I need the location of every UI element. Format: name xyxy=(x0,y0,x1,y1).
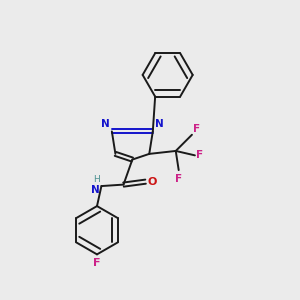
Text: N: N xyxy=(155,119,164,129)
Text: F: F xyxy=(175,174,182,184)
Text: N: N xyxy=(101,119,110,129)
Text: O: O xyxy=(148,177,157,187)
Text: F: F xyxy=(196,150,203,161)
Text: H: H xyxy=(93,175,100,184)
Text: N: N xyxy=(91,185,100,195)
Text: F: F xyxy=(93,258,101,268)
Text: F: F xyxy=(194,124,200,134)
